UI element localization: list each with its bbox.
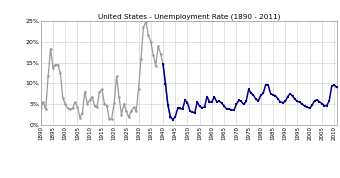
% Unemployment bbox=[261, 92, 265, 94]
% Unemployment bbox=[335, 86, 339, 88]
Estimated % Unemployment bbox=[119, 114, 123, 116]
Estimated % Unemployment bbox=[107, 118, 111, 120]
Title: United States - Unemployment Rate (1890 - 2011): United States - Unemployment Rate (1890 … bbox=[98, 14, 280, 20]
Estimated % Unemployment bbox=[39, 107, 43, 109]
Estimated % Unemployment bbox=[88, 99, 92, 101]
Estimated % Unemployment bbox=[129, 110, 133, 112]
Estimated % Unemployment bbox=[61, 97, 65, 99]
Line: Estimated % Unemployment: Estimated % Unemployment bbox=[39, 20, 172, 120]
Estimated % Unemployment bbox=[144, 21, 148, 23]
% Unemployment bbox=[171, 119, 175, 121]
% Unemployment bbox=[281, 102, 285, 104]
Estimated % Unemployment bbox=[117, 96, 121, 98]
% Unemployment bbox=[188, 110, 192, 112]
% Unemployment bbox=[273, 95, 277, 97]
% Unemployment bbox=[222, 105, 226, 107]
% Unemployment bbox=[161, 63, 165, 65]
Estimated % Unemployment bbox=[112, 102, 116, 104]
Line: % Unemployment: % Unemployment bbox=[162, 63, 338, 121]
% Unemployment bbox=[205, 95, 209, 98]
Estimated % Unemployment bbox=[168, 116, 172, 118]
